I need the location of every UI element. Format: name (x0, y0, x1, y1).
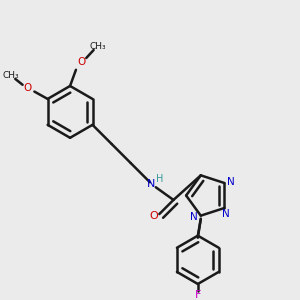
Text: H: H (156, 174, 163, 184)
Text: N: N (222, 209, 230, 219)
Text: O: O (150, 212, 158, 221)
Text: N: N (190, 212, 198, 222)
Text: O: O (23, 83, 32, 93)
Text: CH₃: CH₃ (2, 71, 19, 80)
Text: CH₃: CH₃ (90, 42, 106, 51)
Text: N: N (227, 177, 235, 187)
Text: F: F (195, 290, 201, 300)
Text: N: N (147, 179, 156, 189)
Text: O: O (78, 57, 86, 67)
